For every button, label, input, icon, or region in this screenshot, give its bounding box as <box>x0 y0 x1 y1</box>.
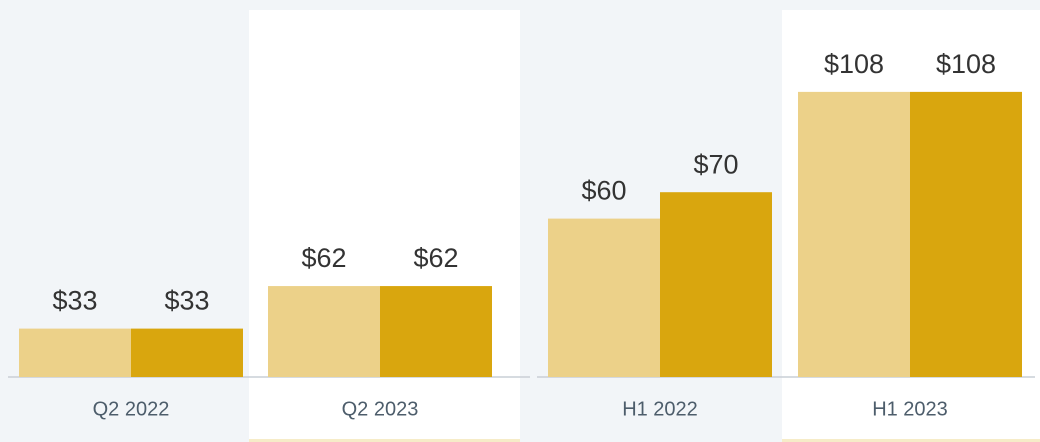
value-label: $62 <box>301 243 346 273</box>
x-tick-label: Q2 2022 <box>93 398 170 420</box>
bar <box>660 192 772 377</box>
value-label: $108 <box>936 49 996 79</box>
bar <box>910 91 1022 377</box>
bar <box>268 286 380 377</box>
x-tick-label: Q2 2023 <box>342 398 419 420</box>
bar <box>798 91 910 377</box>
bar <box>131 328 243 377</box>
bar <box>548 218 660 377</box>
value-label: $70 <box>693 149 738 179</box>
x-tick-label: H1 2023 <box>872 398 948 420</box>
bar <box>19 328 131 377</box>
value-label: $60 <box>581 176 626 206</box>
bar <box>380 286 492 377</box>
panel-edge <box>782 439 1040 442</box>
value-label: $108 <box>824 49 884 79</box>
value-label: $33 <box>164 286 209 316</box>
value-label: $62 <box>413 243 458 273</box>
panel-edge <box>249 439 520 442</box>
value-label: $33 <box>52 286 97 316</box>
x-tick-label: H1 2022 <box>622 398 698 420</box>
